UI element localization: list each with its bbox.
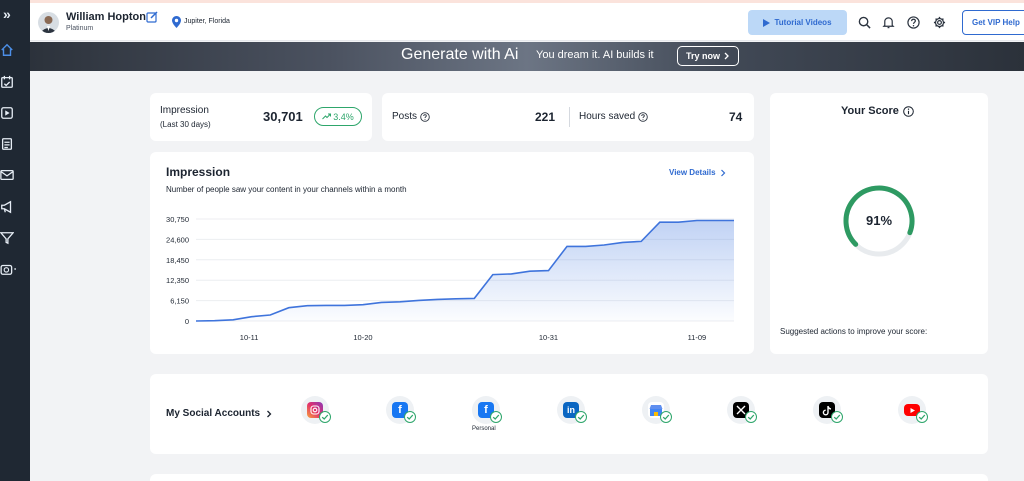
facebook-personal-account[interactable]: f <box>472 396 502 424</box>
camera-icon[interactable] <box>0 262 18 276</box>
try-now-label: Try now <box>685 51 720 61</box>
connected-check-icon <box>575 411 587 423</box>
avatar[interactable] <box>38 12 59 33</box>
tiktok-account[interactable] <box>813 396 843 424</box>
y-tick-label: 18,450 <box>166 256 189 265</box>
banner-tagline: You dream it. AI builds it <box>536 49 654 61</box>
chevron-right-icon <box>724 52 729 60</box>
posts-value: 221 <box>535 110 556 124</box>
score-suggestions-text: Suggested actions to improve your score: <box>780 327 928 336</box>
search-icon[interactable] <box>858 16 871 29</box>
impression-change-badge: 3.4% <box>314 107 362 126</box>
hours-saved-label: Hours saved <box>579 111 636 122</box>
posts-label: Posts <box>392 111 418 122</box>
posts-hours-card: Posts 221 Hours saved 74 <box>382 93 754 141</box>
location-pin-icon <box>172 16 181 28</box>
gear-icon[interactable] <box>933 16 946 29</box>
trend-up-icon <box>322 113 332 120</box>
video-icon[interactable] <box>0 106 14 120</box>
play-icon <box>763 18 771 27</box>
tutorial-videos-label: Tutorial Videos <box>774 18 832 27</box>
facebook-personal-label: Personal <box>472 426 496 432</box>
help-icon[interactable] <box>907 16 920 29</box>
view-details-link[interactable]: View Details <box>669 168 726 177</box>
connected-check-icon <box>745 411 757 423</box>
score-gauge <box>843 185 915 257</box>
impression-line <box>195 219 734 322</box>
info-icon[interactable] <box>903 105 914 117</box>
connected-check-icon <box>660 411 672 423</box>
ai-banner: Generate with Ai You dream it. AI builds… <box>30 42 1024 71</box>
posts-label-group: Posts <box>392 111 430 122</box>
calendar-icon[interactable] <box>0 75 14 89</box>
top-header: William Hopton Platinum Jupiter, Florida… <box>30 3 1024 41</box>
score-gauge-arc <box>843 185 915 247</box>
connected-check-icon <box>490 411 502 423</box>
linkedin-account[interactable]: in <box>557 396 587 424</box>
hours-saved-value: 74 <box>729 110 743 124</box>
y-tick-label: 12,350 <box>166 276 189 285</box>
vip-help-button[interactable]: Get VIP Help <box>962 10 1024 35</box>
impression-area <box>196 220 734 321</box>
impression-chart: 0 6,150 12,350 18,450 24,600 30,750 10-11 10-2… <box>166 215 734 342</box>
x-tick-label: 10-31 <box>539 333 558 342</box>
chevron-right-icon <box>267 410 272 417</box>
divider <box>569 107 570 127</box>
score-title-group: Your Score <box>841 105 914 117</box>
document-icon[interactable] <box>0 137 14 151</box>
youtube-account[interactable] <box>898 396 928 424</box>
score-title: Your Score <box>841 105 899 117</box>
impression-chart-card: Impression Number of people saw your con… <box>150 152 754 354</box>
x-tick-label: 10-20 <box>353 333 372 342</box>
x-tick-label: 10-11 <box>240 333 259 342</box>
score-card: Your Score 91% Suggested actions to impr… <box>770 93 988 354</box>
facebook-account[interactable]: f <box>386 396 416 424</box>
impression-stat-label: Impression <box>160 105 209 116</box>
filter-icon[interactable] <box>0 231 14 245</box>
help-icon[interactable] <box>420 111 430 122</box>
view-details-label: View Details <box>669 168 716 177</box>
social-accounts-label: My Social Accounts <box>166 408 261 419</box>
score-value: 91% <box>865 213 893 228</box>
chart-subtitle: Number of people saw your content in you… <box>166 185 407 194</box>
user-tier: Platinum <box>66 25 94 32</box>
chevron-right-icon <box>720 169 725 176</box>
chart-title: Impression <box>166 165 231 179</box>
google-business-account[interactable] <box>642 396 672 424</box>
x-account[interactable] <box>727 396 757 424</box>
x-tick-label: 11-09 <box>688 333 707 342</box>
impression-value: 30,701 <box>263 109 303 124</box>
connected-check-icon <box>404 411 416 423</box>
next-section-card <box>150 474 988 481</box>
help-icon[interactable] <box>638 111 648 122</box>
try-now-button[interactable]: Try now <box>677 46 739 66</box>
social-accounts-card: My Social Accounts f f Personal in <box>150 374 988 454</box>
impression-stat-card: Impression (Last 30 days) 30,701 3.4% <box>150 93 372 141</box>
bell-icon[interactable] <box>882 16 895 29</box>
connected-check-icon <box>916 411 928 423</box>
y-tick-label: 0 <box>185 317 189 326</box>
hours-label-group: Hours saved <box>579 111 648 122</box>
y-tick-label: 24,600 <box>166 235 189 244</box>
impression-change-value: 3.4% <box>333 111 354 122</box>
expand-icon[interactable]: » <box>3 6 11 22</box>
location-text: Jupiter, Florida <box>184 18 230 25</box>
tutorial-videos-button[interactable]: Tutorial Videos <box>748 10 847 35</box>
connected-check-icon <box>319 411 331 423</box>
connected-check-icon <box>831 411 843 423</box>
edit-icon[interactable] <box>146 11 158 23</box>
instagram-account[interactable] <box>301 396 331 424</box>
home-icon[interactable] <box>0 43 14 57</box>
megaphone-icon[interactable] <box>0 200 14 214</box>
side-rail: » <box>0 0 30 481</box>
social-accounts-link[interactable]: My Social Accounts <box>166 408 272 419</box>
banner-title: Generate with Ai <box>401 46 519 63</box>
impression-period: (Last 30 days) <box>160 120 211 129</box>
mail-icon[interactable] <box>0 168 14 182</box>
user-name: William Hopton <box>66 11 146 23</box>
y-tick-label: 6,150 <box>170 297 189 306</box>
top-accent-line <box>30 0 1024 3</box>
y-tick-label: 30,750 <box>166 215 189 224</box>
